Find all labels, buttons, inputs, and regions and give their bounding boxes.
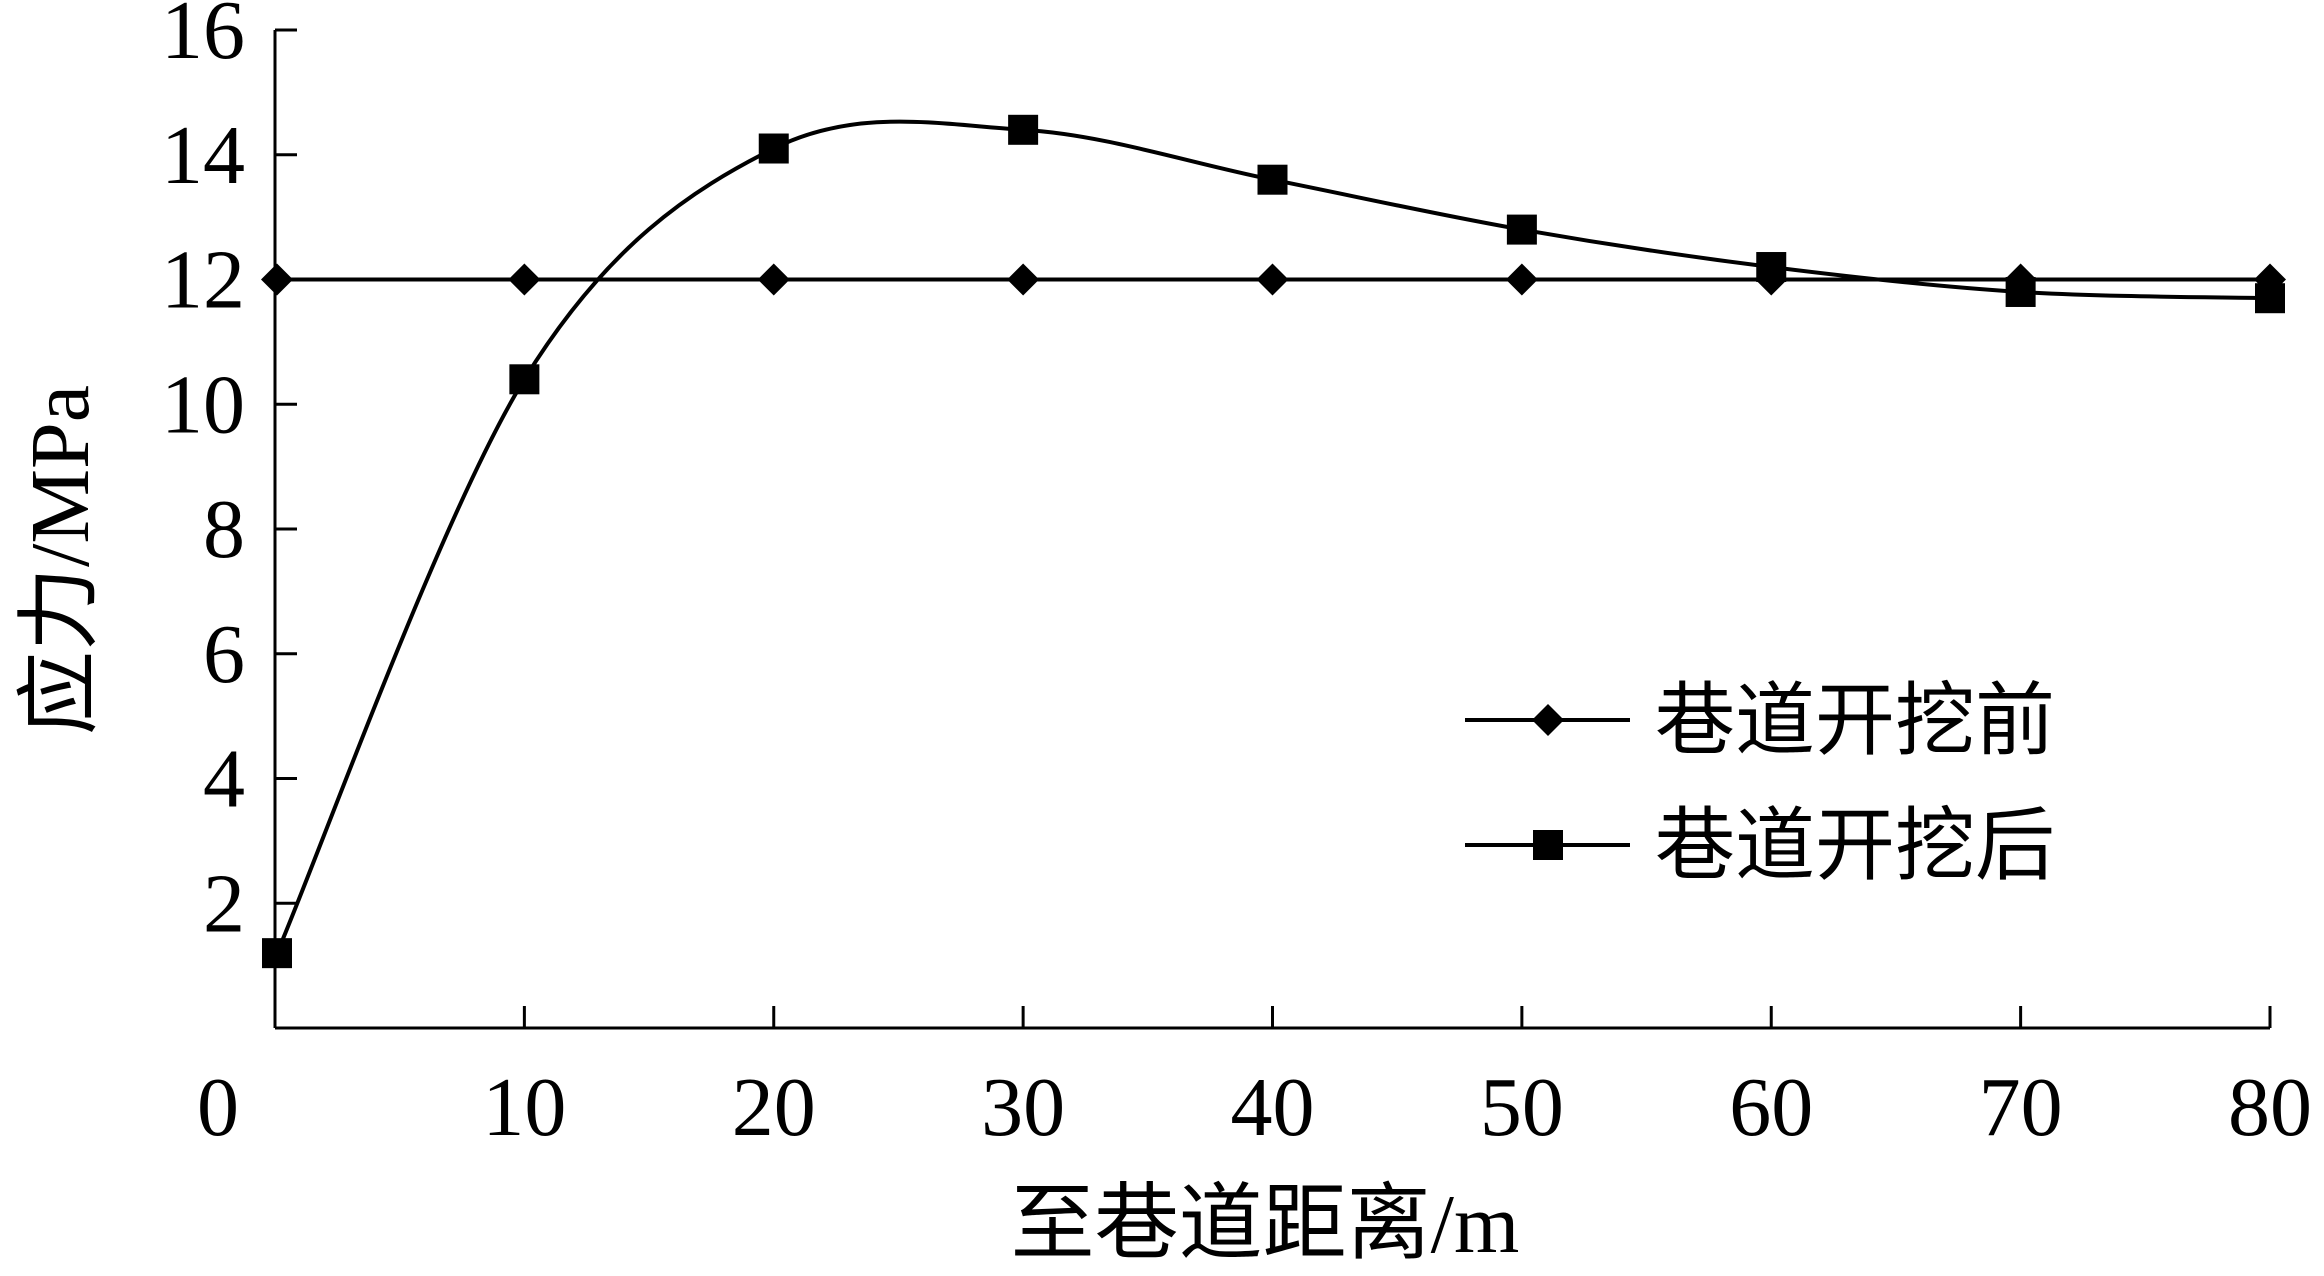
x-tick-label: 20 [732,1061,816,1154]
series-2-point [1257,164,1288,195]
series-1-point [757,263,790,296]
series-1-point [508,263,541,296]
series-2-point [1506,214,1537,245]
x-axis-title: 至巷道距离/m [1011,1178,1520,1271]
series-1-point [1505,263,1538,296]
x-tick-label: 80 [2228,1061,2312,1154]
x-tick-label: 30 [981,1061,1065,1154]
series-2-point [509,364,540,395]
series [261,114,2286,969]
legend-item-2: 巷道开挖后 [1465,803,2055,891]
series-2-point [2005,276,2036,307]
legend-swatch-marker [1532,704,1564,736]
y-tick-label: 10 [161,358,245,451]
series-2-point [2255,283,2285,314]
x-tick-label: 60 [1729,1061,1813,1154]
y-axis-title: 应力/MPa [14,385,107,735]
series-2-point [262,938,292,969]
y-tick-label: 8 [203,483,245,576]
series-2-point [1008,114,1039,145]
series-1-point [1256,263,1289,296]
legend-swatch-marker [1533,830,1563,860]
series-2-point [758,133,789,164]
x-tick-label: 10 [482,1061,566,1154]
series-1-point [1007,263,1040,296]
y-tick-label: 12 [161,234,245,327]
y-tick-label: 16 [161,0,245,77]
y-tick-label: 6 [203,608,245,701]
series-1 [261,263,2286,296]
y-tick-label: 14 [161,109,245,202]
series-2 [262,114,2285,969]
series-1-point [261,263,293,296]
legend-item-1: 巷道开挖前 [1465,678,2055,766]
y-tick-label: 4 [203,733,245,826]
x-tick-label: 50 [1480,1061,1564,1154]
ticks: 2 4 6 8 10 12 14 16 0 10 20 30 40 50 60 70 80 [161,0,2312,1154]
x-tick-label: 70 [1979,1061,2063,1154]
legend-label: 巷道开挖前 [1655,678,2055,766]
x-tick-label: 40 [1231,1061,1315,1154]
y-tick-label: 2 [203,857,245,950]
legend-label: 巷道开挖后 [1655,803,2055,891]
series-2-point [1756,252,1787,283]
x-tick-label: 0 [197,1061,239,1154]
